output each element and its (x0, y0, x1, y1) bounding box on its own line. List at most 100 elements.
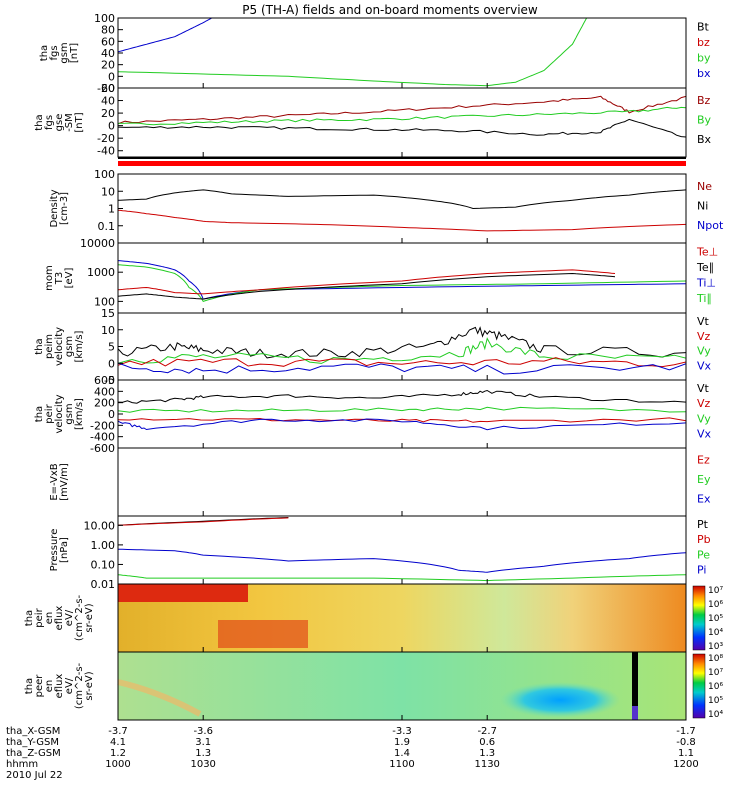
x-axis-row-label: tha_Z-GSM (6, 748, 61, 759)
y-tick-label: 100 (94, 12, 115, 25)
series-line (118, 389, 686, 404)
panel-pressure: 10.00 1.00 0.10 0.01 Pressure [nPa] Pt Pb Pe Pi (49, 515, 711, 591)
colorbar-tick-label: 10⁶ (708, 600, 723, 610)
colorbar-tick-label: 10⁷ (708, 668, 723, 678)
x-axis-row-label: hhmm (6, 759, 38, 770)
y-axis-label: [nT] (69, 43, 80, 63)
x-axis-value: 1.4 (394, 748, 410, 759)
y-axis-label: Density (49, 189, 60, 227)
y-axis-label: eV/ (64, 609, 75, 626)
y-tick-label: 40 (101, 47, 115, 60)
colorbar (692, 585, 706, 651)
spectrogram-band (117, 679, 202, 717)
legend-entry: Bt (697, 20, 710, 33)
legend-entry: bz (697, 36, 710, 49)
y-tick-label: -20 (97, 82, 115, 95)
legend-entry: Npot (697, 219, 724, 232)
panel-frame (117, 379, 687, 449)
y-tick-label: 20 (101, 59, 115, 72)
colorbar-tick-label: 10⁵ (708, 614, 723, 624)
legend-entry: Ne (697, 180, 712, 193)
plot-title: P5 (TH-A) fields and on-board moments ov… (242, 3, 538, 17)
y-tick-label: 40 (101, 95, 115, 108)
legend-entry: Vz (697, 330, 711, 343)
y-axis-label: eflux (54, 674, 65, 699)
y-axis-label: en (44, 680, 55, 693)
y-axis-label: peir (44, 403, 55, 423)
colorbar-tick-label: 10⁴ (708, 710, 723, 720)
y-tick-label: 15 (101, 307, 115, 320)
colorbar-tick-label: 10³ (708, 642, 723, 652)
y-tick-label: 100 (94, 295, 115, 308)
x-axis-value: 1.3 (479, 748, 495, 759)
x-axis-value: 1.2 (110, 748, 126, 759)
y-axis-label: eV/ (64, 677, 75, 694)
legend-entry: Pe (697, 548, 710, 561)
panel-peim-velocity: 15 10 5 0 -5 tha peim velocity gsm [km/s] Vt Vz Vy Vx (34, 307, 712, 387)
series-line (118, 517, 289, 526)
legend-entry: by (697, 52, 711, 65)
y-tick-label: 0.1 (98, 220, 116, 233)
legend-entry: Vy (697, 345, 711, 358)
legend-entry: bx (697, 67, 711, 80)
y-axis-label: fgs (49, 45, 60, 60)
x-axis-value: 4.1 (110, 737, 126, 748)
x-axis-value: -2.7 (477, 726, 497, 737)
y-axis-label: eflux (54, 606, 65, 631)
series-line (118, 118, 686, 138)
y-tick-label: 5 (108, 341, 115, 354)
panel-efield: E=-VxB [mV/m] Ez Ey Ex (49, 447, 711, 517)
series-line (118, 357, 686, 368)
y-axis-label: gsm (64, 336, 75, 357)
y-tick-label: 200 (94, 397, 115, 410)
x-axis-value: 1.1 (678, 748, 694, 759)
panel-frame (117, 447, 687, 517)
legend-entry: Ni (697, 199, 708, 212)
x-axis-value: 1.9 (394, 737, 410, 748)
y-tick-label: 10000 (80, 237, 115, 250)
y-tick-label: -600 (90, 442, 115, 455)
panel-frame (117, 242, 687, 314)
panel-frame (117, 515, 687, 585)
y-axis-label: tha (34, 114, 45, 130)
y-axis-label: en (44, 612, 55, 625)
series-line (118, 106, 686, 126)
y-axis-label: fgs (44, 115, 55, 130)
y-tick-label: 60 (101, 82, 115, 95)
x-axis-value: 1100 (389, 759, 414, 770)
status-bar-black (118, 157, 686, 159)
x-axis-row-label: tha_Y-GSM (6, 737, 59, 748)
y-axis-label: [cm-3] (59, 192, 70, 225)
status-bar-red (118, 161, 686, 166)
y-axis-label: T3 (54, 272, 65, 285)
y-axis-label: sr-eV) (84, 603, 95, 632)
y-tick-label: 0 (108, 70, 115, 83)
legend-entry: Ti∥ (696, 292, 712, 305)
spectrogram-hot-band (118, 584, 248, 602)
y-axis-label: peer (34, 674, 45, 698)
y-tick-label: 0 (108, 357, 115, 370)
y-axis-label: E=-VxB (49, 463, 60, 500)
legend-entry: Pb (697, 533, 711, 546)
panel-density: 100 10 1 0.1 Density [cm-3] Ne Ni Npot (49, 168, 724, 244)
y-tick-label: 60 (101, 35, 115, 48)
y-axis-label: velocity (54, 327, 65, 366)
colorbar-tick-label: 10⁵ (708, 696, 723, 706)
legend-entry: Vt (697, 382, 710, 395)
plot-date: 2010 Jul 22 (6, 770, 63, 781)
legend-entry: Te∥ (696, 261, 714, 274)
x-axis-row-label: tha_X-GSM (6, 726, 60, 737)
x-axis-value: -3.7 (108, 726, 128, 737)
y-axis-label: sr-eV) (84, 671, 95, 700)
series-line (118, 18, 588, 87)
panel-peir-en-eflux: 10⁷ 10⁶ 10⁵ 10⁴ 10³ tha peir en eflux eV/(cm^2-s-… (24, 583, 723, 653)
y-tick-label: 1.00 (91, 539, 116, 552)
y-axis-label: gsm (59, 42, 70, 63)
series-line (118, 574, 686, 582)
y-axis-label: (cm^2-s- (74, 662, 85, 709)
y-axis-label: mom (44, 265, 55, 291)
